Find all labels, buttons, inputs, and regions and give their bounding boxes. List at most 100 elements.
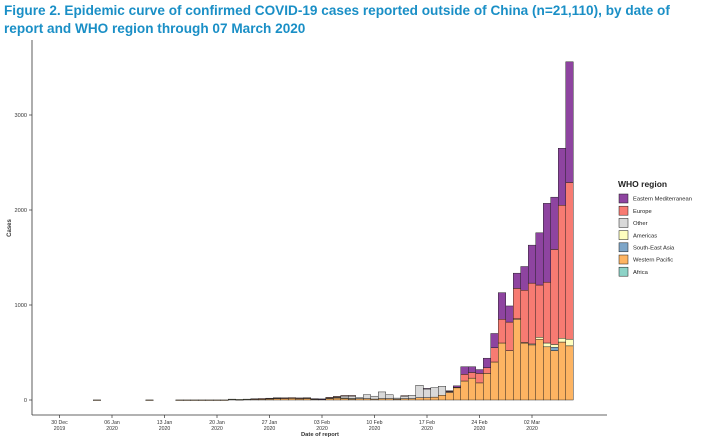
legend-swatch-eastern-mediterranean bbox=[618, 193, 629, 204]
bar-europe-2020-03-06 bbox=[558, 205, 566, 339]
legend-swatch-south-east-asia bbox=[618, 242, 629, 253]
bar-americas-2020-03-04 bbox=[543, 342, 551, 348]
bar-western-pacific-2020-02-17 bbox=[423, 397, 431, 401]
legend-swatch-americas bbox=[618, 230, 629, 240]
bar-other-2020-02-12 bbox=[385, 394, 394, 399]
bar-americas-2020-01-23 bbox=[235, 399, 244, 401]
bar-western-pacific-2020-02-21 bbox=[453, 387, 461, 401]
bar-eastern-mediterranean-2020-02-26 bbox=[490, 333, 499, 348]
x-tick-label-line: 06 Jan bbox=[104, 420, 120, 426]
bar-other-2020-02-19 bbox=[438, 386, 446, 396]
x-tick-label: 03 Feb 2020 bbox=[314, 420, 330, 432]
x-tick-label-line: 13 Jan bbox=[157, 420, 173, 426]
x-tick-label-line: 2020 bbox=[421, 426, 433, 432]
bar-eastern-mediterranean-2020-02-20 bbox=[445, 390, 454, 392]
y-axis-ticks: 0 1000 2000 3000 bbox=[15, 113, 32, 404]
bar-other-2020-02-13 bbox=[393, 397, 401, 400]
x-tick-label: 02 Mar 2020 bbox=[524, 420, 540, 432]
bar-europe-2020-03-02 bbox=[528, 282, 536, 345]
bar-europe-2020-01-26 bbox=[258, 398, 266, 400]
x-tick-label: 13 Jan 2020 bbox=[157, 420, 173, 432]
bar-western-pacific-2020-01-16 bbox=[183, 399, 191, 401]
bar-europe-2020-03-01 bbox=[520, 290, 529, 343]
bar-eastern-mediterranean-2020-02-25 bbox=[483, 357, 491, 368]
bar-europe-2020-03-04 bbox=[543, 281, 551, 344]
x-tick-label-line: 2020 bbox=[369, 426, 381, 432]
bar-western-pacific-2020-01-17 bbox=[190, 399, 199, 401]
bar-europe-2020-02-25 bbox=[483, 367, 491, 374]
bar-europe-2020-03-03 bbox=[535, 284, 544, 338]
bar-western-pacific-2020-02-18 bbox=[430, 396, 439, 401]
bar-americas-2020-01-24 bbox=[243, 398, 251, 400]
x-tick-label-line: 2020 bbox=[159, 426, 171, 432]
x-tick-label-line: 2019 bbox=[54, 426, 66, 432]
bar-other-2020-02-16 bbox=[415, 385, 424, 398]
bar-europe-2020-02-29 bbox=[513, 288, 521, 320]
bar-eastern-mediterranean-2020-02-03 bbox=[318, 398, 326, 400]
x-tick-label-line: 27 Jan bbox=[262, 420, 278, 426]
bar-other-2020-02-09 bbox=[363, 394, 371, 399]
bar-europe-2020-02-22 bbox=[460, 374, 469, 382]
bar-western-pacific-2020-02-16 bbox=[415, 397, 424, 401]
bar-europe-2020-01-30 bbox=[288, 397, 296, 399]
bar-western-pacific-2020-03-03 bbox=[535, 338, 544, 401]
bar-europe-2020-02-26 bbox=[490, 347, 499, 363]
bar-western-pacific-2020-02-26 bbox=[490, 361, 499, 401]
legend-label-africa: Africa bbox=[633, 270, 649, 276]
legend-label-eastern-mediterranean: Eastern Mediterranean bbox=[633, 197, 692, 203]
bar-western-pacific-2020-02-23 bbox=[468, 377, 476, 401]
bar-eastern-mediterranean-2020-03-06 bbox=[558, 148, 566, 206]
bar-americas-2020-03-06 bbox=[558, 338, 566, 343]
bar-europe-2020-02-05 bbox=[333, 396, 341, 398]
x-tick-label: 27 Jan 2020 bbox=[262, 420, 278, 432]
bar-europe-2020-03-05 bbox=[550, 249, 559, 345]
bar-eastern-mediterranean-2020-02-23 bbox=[468, 366, 476, 373]
bar-other-2020-02-15 bbox=[408, 395, 416, 399]
bar-western-pacific-2020-03-04 bbox=[543, 346, 551, 401]
x-tick-label: 24 Feb 2020 bbox=[471, 420, 487, 432]
bar-eastern-mediterranean-2020-02-29 bbox=[513, 272, 521, 289]
legend-title: WHO region bbox=[618, 179, 667, 189]
x-tick-label-line: 03 Feb bbox=[314, 420, 330, 426]
y-tick-label: 2000 bbox=[15, 208, 27, 214]
legend-swatch-other bbox=[618, 218, 629, 228]
bar-western-pacific-2020-02-20 bbox=[445, 392, 454, 401]
x-tick-label-line: 20 Jan bbox=[209, 420, 225, 426]
legend-swatch-africa bbox=[618, 266, 629, 277]
x-tick-label-line: 17 Feb bbox=[419, 420, 435, 426]
bar-eastern-mediterranean-2020-03-01 bbox=[520, 266, 529, 291]
bar-eastern-mediterranean-2020-03-04 bbox=[543, 203, 551, 283]
bar-americas-2020-03-05 bbox=[550, 344, 559, 348]
bar-europe-2020-03-07 bbox=[565, 182, 574, 340]
legend-label-other: Other bbox=[633, 221, 648, 227]
bar-eastern-mediterranean-2020-02-02 bbox=[310, 398, 319, 400]
x-tick-label-line: 02 Mar bbox=[524, 420, 540, 426]
y-axis-label: Cases bbox=[7, 219, 13, 237]
y-tick-label: 0 bbox=[24, 398, 27, 404]
bar-europe-2020-02-04 bbox=[325, 397, 334, 399]
bar-western-pacific-2020-02-27 bbox=[498, 342, 506, 401]
figure-title: Figure 2. Epidemic curve of confirmed CO… bbox=[4, 3, 670, 36]
bar-europe-2020-01-27 bbox=[265, 397, 274, 400]
x-tick-label-line: 2020 bbox=[264, 426, 276, 432]
bar-americas-2020-03-07 bbox=[565, 338, 574, 347]
bar-western-pacific-2020-02-28 bbox=[505, 350, 514, 401]
x-tick-label-line: 30 Dec bbox=[51, 420, 68, 426]
bar-other-2020-02-08 bbox=[355, 397, 364, 399]
bar-western-pacific-2020-03-05 bbox=[550, 350, 559, 401]
bar-europe-2020-01-31 bbox=[295, 397, 304, 399]
y-tick-label: 3000 bbox=[15, 113, 27, 119]
bar-eastern-mediterranean-2020-02-17 bbox=[423, 388, 431, 390]
bar-eastern-mediterranean-2020-02-28 bbox=[505, 305, 514, 323]
bar-western-pacific-2020-03-02 bbox=[528, 344, 536, 401]
bar-western-pacific-2020-03-07 bbox=[565, 345, 574, 401]
bar-europe-2020-02-07 bbox=[348, 395, 356, 397]
bar-europe-2020-01-29 bbox=[280, 397, 289, 399]
bar-other-2020-02-10 bbox=[370, 395, 379, 400]
x-tick-label: 06 Jan 2020 bbox=[104, 420, 120, 432]
legend-swatch-western-pacific bbox=[618, 254, 629, 265]
bar-western-pacific-2020-03-01 bbox=[520, 342, 529, 401]
bar-western-pacific-2020-01-15 bbox=[175, 399, 184, 401]
bar-eastern-mediterranean-2020-03-03 bbox=[535, 232, 544, 286]
